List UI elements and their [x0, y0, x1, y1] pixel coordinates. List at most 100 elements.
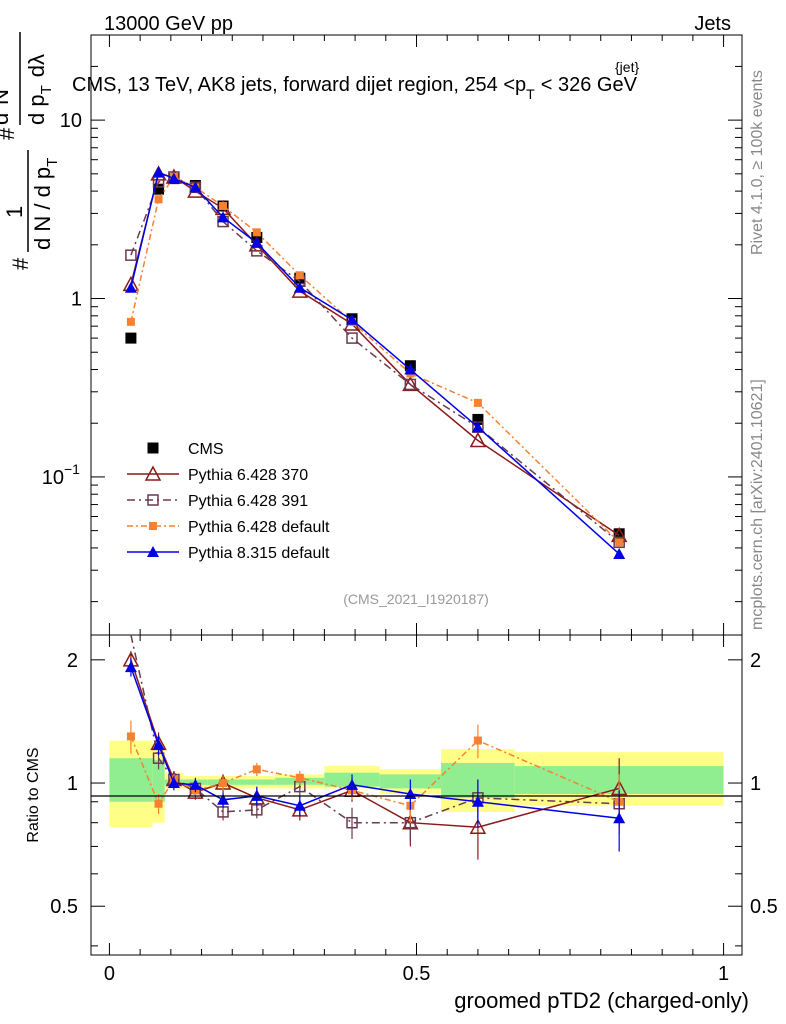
- ylabel-d2n-exp: 2: [0, 105, 1, 113]
- ratio-point-pythia-6-428-default: [295, 773, 304, 782]
- main-data-series: [122, 165, 628, 559]
- data-point-pythia-6-428-391: [404, 378, 417, 391]
- ratio-band-green: [152, 759, 165, 802]
- x-axis-label: groomed pTD2 (charged-only): [454, 988, 749, 1013]
- data-point-pythia-6-428-default: [615, 538, 624, 547]
- title-end: < 326 GeV: [541, 74, 638, 96]
- ratio-y-label: Ratio to CMS: [25, 747, 42, 842]
- ratio-point-pythia-8-315-default: [346, 778, 359, 790]
- analysis-id: (CMS_2021_I1920187): [343, 591, 489, 607]
- ratio-band-green: [109, 758, 153, 802]
- ratio-point-pythia-6-428-391: [346, 816, 358, 829]
- ylabel-hash-mid: #: [0, 127, 19, 140]
- ylabel-deriv-sub: T: [38, 85, 55, 94]
- data-point-cms: [613, 528, 625, 540]
- data-point-pythia-8-315-default: [250, 236, 263, 248]
- title-main: CMS, 13 TeV, AK8 jets, forward dijet reg…: [72, 74, 526, 96]
- legend-marker-pythia-6-428-370: [144, 465, 162, 481]
- legend-marker-pythia-6-428-default: [149, 522, 157, 530]
- ratio-y-tick-label: 0.5: [50, 896, 78, 918]
- ratio-point-pythia-8-315-default: [293, 799, 306, 811]
- ratio-y-tick-label-right: 0.5: [750, 896, 778, 918]
- ratio-y-tick-label: 1: [67, 773, 78, 795]
- legend-label-pythia-6-428-default: Pythia 6.428 default: [188, 519, 330, 536]
- series-line-pythia-6-428-391: [130, 176, 620, 543]
- data-point-pythia-8-315-default: [471, 421, 484, 433]
- ratio-point-pythia-8-315-default: [217, 793, 230, 805]
- ylabel-d2n-d: d: [0, 113, 13, 125]
- data-point-pythia-8-315-default: [293, 281, 306, 293]
- ratio-point-pythia-8-315-default: [167, 777, 180, 789]
- ratio-y-tick-label: 2: [67, 650, 78, 672]
- ratio-point-pythia-8-315-default: [152, 738, 165, 750]
- ylabel-deriv-dlambda: dλ: [24, 54, 49, 77]
- legend-marker-pythia-6-428-391: [147, 494, 159, 506]
- ratio-point-pythia-6-428-default: [219, 779, 228, 788]
- data-point-pythia-6-428-default: [126, 317, 135, 326]
- rivet-version-label: Rivet 4.1.0, ≥ 100k events: [749, 70, 766, 255]
- title-sub: T: [526, 86, 535, 102]
- data-point-pythia-6-428-default: [473, 398, 482, 407]
- data-point-pythia-6-428-default: [252, 228, 261, 237]
- title-superscript: {jet}: [615, 59, 639, 75]
- ratio-point-pythia-6-428-default: [126, 732, 135, 741]
- data-point-pythia-8-315-default: [124, 281, 137, 293]
- data-point-pythia-6-428-370: [402, 375, 419, 392]
- legend-label-pythia-8-315-default: Pythia 8.315 default: [188, 545, 330, 562]
- data-point-pythia-6-428-370: [469, 431, 487, 448]
- data-point-cms: [125, 332, 137, 344]
- mcplots-label: mcplots.cern.ch [arXiv:2401.10621]: [749, 379, 766, 630]
- ratio-point-pythia-8-315-default: [471, 795, 484, 807]
- x-tick-label: 0.5: [403, 963, 431, 985]
- ylabel-d2n: d2N: [0, 89, 13, 125]
- ylabel-deriv-den: d pTdλ: [24, 54, 55, 125]
- ylabel-d2n-n: N: [0, 89, 13, 105]
- legend-marker-pythia-8-315-default: [147, 546, 159, 557]
- data-point-pythia-8-315-default: [613, 547, 626, 559]
- data-point-pythia-6-428-default: [219, 202, 228, 211]
- ratio-y-tick-label-right: 1: [750, 773, 761, 795]
- ratio-point-pythia-8-315-default: [189, 778, 202, 790]
- y-tick-label: 10: [42, 467, 64, 489]
- category-label: Jets: [694, 13, 731, 35]
- data-point-pythia-8-315-default: [217, 211, 230, 223]
- ratio-point-pythia-8-315-default: [613, 812, 626, 824]
- ratio-line-pythia-6-428-default: [130, 736, 620, 807]
- ratio-point-pythia-6-428-default: [473, 736, 482, 745]
- data-point-cms: [472, 413, 484, 425]
- data-point-cms: [153, 183, 165, 195]
- data-point-pythia-8-315-default: [152, 166, 165, 178]
- ratio-y-tick-label-right: 2: [750, 650, 761, 672]
- y-axis-label: # 1 d N / d pT # d2N d pTdλ: [0, 32, 61, 270]
- y-tick-label: 10: [60, 110, 82, 132]
- legend-marker-cms: [147, 442, 159, 454]
- data-point-pythia-8-315-default: [404, 363, 417, 375]
- data-point-pythia-6-428-391: [613, 536, 625, 549]
- legend: CMS Pythia 6.428 370 Pythia 6.428 391 Pythi…: [127, 441, 330, 562]
- ylabel-denominator-sub: T: [44, 158, 61, 167]
- ratio-band-green: [238, 779, 276, 785]
- ylabel-hash-left: #: [8, 257, 33, 270]
- data-point-pythia-8-315-default: [167, 172, 180, 184]
- y-tick-label: 1: [71, 289, 82, 311]
- ratio-point-pythia-6-428-default: [252, 765, 261, 774]
- ylabel-denominator-prefix: d N / d p: [30, 167, 55, 250]
- energy-label: 13000 GeV pp: [104, 13, 233, 35]
- x-tick-label: 0: [104, 963, 115, 985]
- data-point-pythia-6-428-default: [154, 195, 163, 204]
- data-point-pythia-6-428-default: [295, 271, 304, 280]
- ratio-point-pythia-6-428-370: [469, 818, 487, 834]
- data-point-pythia-6-428-391: [346, 332, 358, 344]
- legend-label-pythia-6-428-370: Pythia 6.428 370: [188, 467, 308, 484]
- legend-label-pythia-6-428-391: Pythia 6.428 391: [188, 493, 308, 510]
- x-tick-label: 1: [718, 963, 729, 985]
- data-point-pythia-6-428-391: [125, 249, 137, 261]
- ylabel-denominator: d N / d pT: [30, 158, 61, 250]
- plot-title: CMS, 13 TeV, AK8 jets, forward dijet reg…: [72, 74, 638, 102]
- ratio-data-series: [122, 634, 628, 860]
- data-point-pythia-8-315-default: [346, 313, 359, 325]
- ratio-uncertainty-bands: [109, 740, 724, 828]
- legend-label-cms: CMS: [188, 441, 224, 458]
